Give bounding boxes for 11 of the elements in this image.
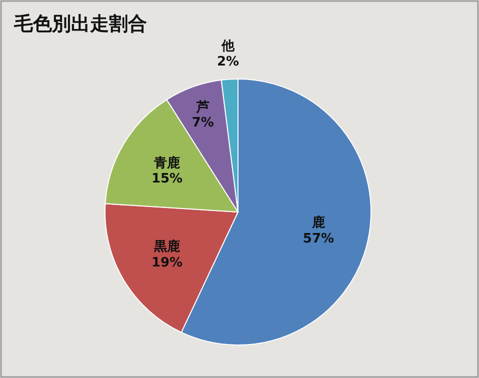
data-label: 2% — [216, 54, 240, 70]
data-label: 15% — [151, 171, 183, 186]
slice-label: 鹿 — [310, 214, 325, 231]
data-label: 57% — [302, 231, 334, 246]
data-label: 7% — [192, 116, 214, 131]
slice-label: 芦 — [195, 100, 210, 116]
chart-title: 毛色別出走割合 — [13, 13, 147, 35]
slice-label: 黒鹿 — [153, 238, 180, 255]
slice-label: 青鹿 — [153, 154, 180, 171]
slice-label: 他 — [220, 39, 236, 54]
data-label: 19% — [151, 255, 183, 270]
